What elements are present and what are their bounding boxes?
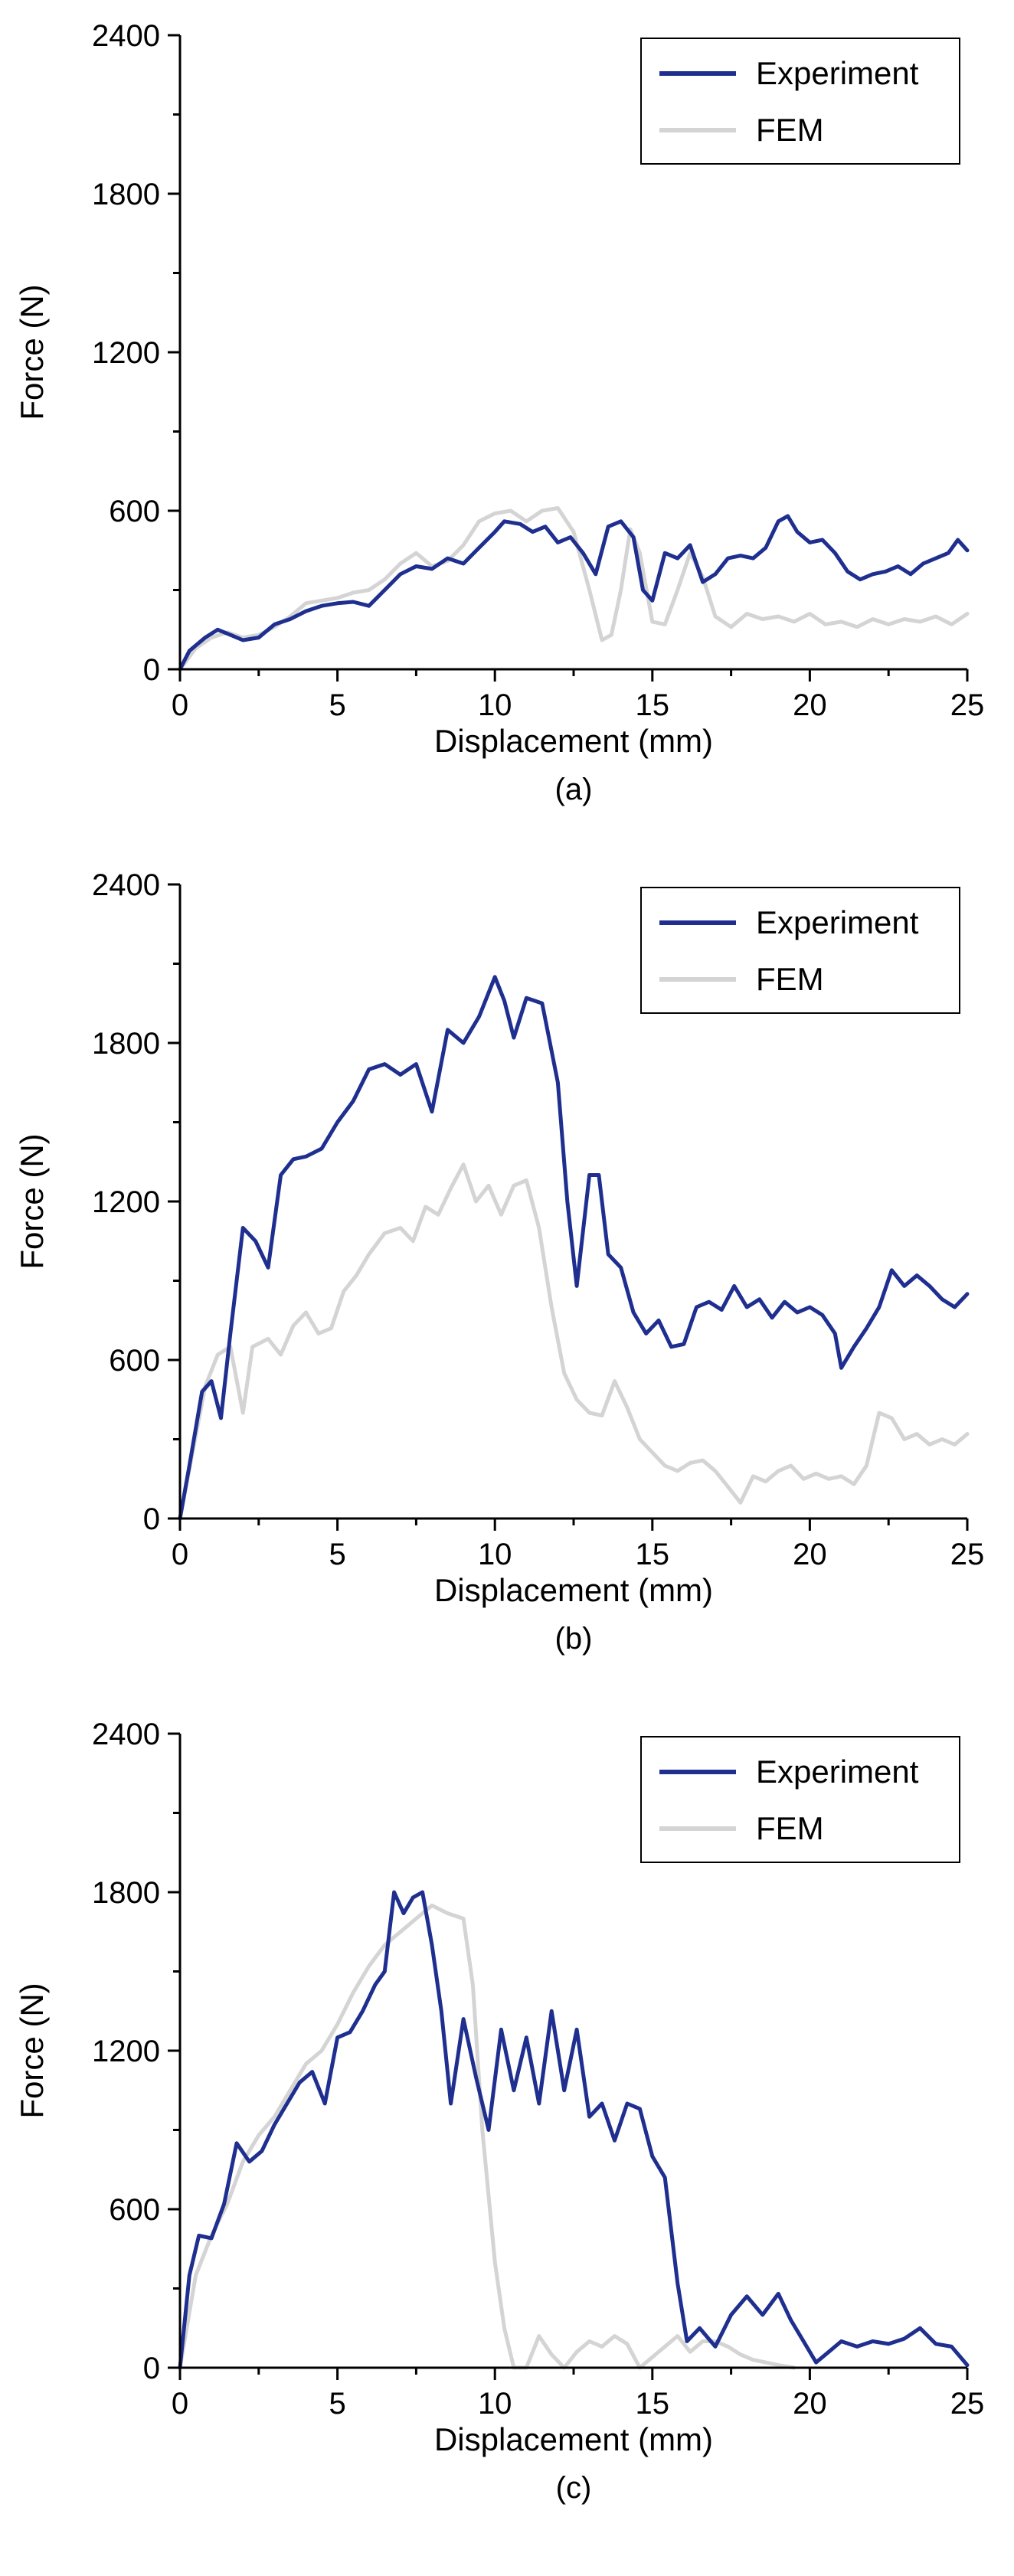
x-tick-label: 10 [478, 1538, 512, 1571]
y-tick-label: 2400 [92, 1718, 160, 1751]
y-tick-label: 600 [109, 1344, 160, 1378]
y-tick-label: 600 [109, 2193, 160, 2227]
x-tick-label: 5 [329, 688, 345, 722]
x-tick-label: 5 [329, 1538, 345, 1571]
panel-label: (b) [555, 1622, 593, 1656]
series-line-fem [178, 1162, 970, 1521]
y-tick-label: 1200 [92, 336, 160, 370]
y-tick-label: 1200 [92, 2035, 160, 2068]
legend-label-experiment: Experiment [756, 55, 919, 91]
series-line-experiment [178, 514, 970, 672]
x-tick-label: 15 [636, 2387, 670, 2421]
x-tick-label: 10 [478, 2387, 512, 2421]
x-tick-label: 20 [793, 2387, 827, 2421]
legend: Experiment FEM [640, 1736, 960, 1863]
x-tick-label: 15 [636, 688, 670, 722]
x-tick-label: 15 [636, 1538, 670, 1571]
series-line-fem [178, 1903, 796, 2370]
x-tick-label: 5 [329, 2387, 345, 2421]
y-tick-label: 600 [109, 495, 160, 528]
y-tick-label: 1800 [92, 1027, 160, 1061]
legend-label-experiment: Experiment [756, 1754, 919, 1790]
x-tick-label: 0 [172, 2387, 188, 2421]
x-axis-label: Displacement (mm) [434, 2421, 713, 2457]
legend-box [640, 887, 960, 1014]
x-tick-label: 0 [172, 688, 188, 722]
x-tick-label: 20 [793, 688, 827, 722]
chart-panel-1: 0 5 10 15 20 25 0 600 1200 1800 2400 Displacement (… [14, 19, 984, 806]
panel-label: (c) [556, 2471, 592, 2505]
x-tick-label: 10 [478, 688, 512, 722]
panel-label: (a) [555, 773, 593, 806]
y-tick-label: 2400 [92, 868, 160, 902]
x-axis-label: Displacement (mm) [434, 1572, 713, 1608]
legend-label-experiment: Experiment [756, 904, 919, 940]
y-tick-label: 1200 [92, 1185, 160, 1219]
x-tick-label: 25 [950, 1538, 985, 1571]
series-line-experiment [178, 1890, 970, 2370]
y-axis-label: Force (N) [14, 1983, 50, 2118]
y-axis-label: Force (N) [14, 284, 50, 420]
legend-label-fem: FEM [756, 112, 824, 148]
x-tick-label: 25 [950, 688, 985, 722]
legend-label-fem: FEM [756, 1810, 824, 1846]
chart-panel-2: 0 5 10 15 20 25 0 600 1200 1800 2400 Displacement (… [14, 868, 984, 1656]
y-axis-label: Force (N) [14, 1133, 50, 1269]
legend-box [640, 1736, 960, 1863]
y-tick-label: 0 [143, 2352, 160, 2385]
y-tick-label: 2400 [92, 19, 160, 53]
chart-panel-3: 0 5 10 15 20 25 0 600 1200 1800 2400 Displacement (… [14, 1718, 984, 2505]
y-tick-label: 1800 [92, 1876, 160, 1910]
legend: Experiment FEM [640, 38, 960, 165]
series-line-experiment [178, 975, 970, 1521]
x-axis-label: Displacement (mm) [434, 723, 713, 759]
y-tick-label: 0 [143, 1502, 160, 1536]
x-tick-label: 20 [793, 1538, 827, 1571]
legend: Experiment FEM [640, 887, 960, 1014]
legend-box [640, 38, 960, 165]
y-tick-label: 1800 [92, 178, 160, 211]
series-line-fem [178, 506, 970, 672]
legend-label-fem: FEM [756, 961, 824, 997]
x-tick-label: 0 [172, 1538, 188, 1571]
x-tick-label: 25 [950, 2387, 985, 2421]
y-tick-label: 0 [143, 653, 160, 687]
